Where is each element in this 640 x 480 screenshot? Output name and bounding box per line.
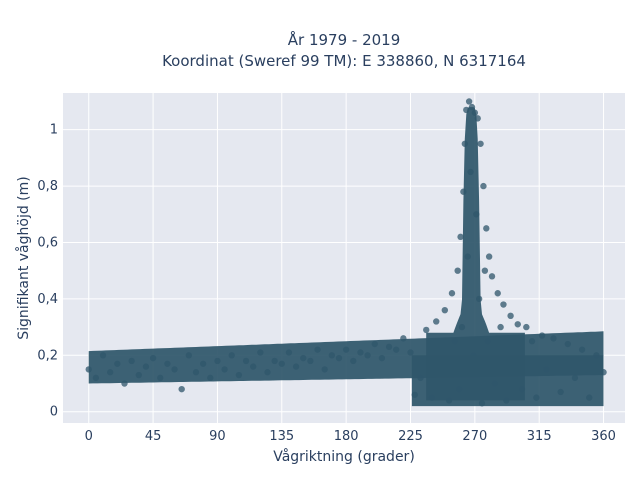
data-point [494,290,501,297]
x-axis-ticks: 0 45 90 135 180 225 270 315 360 [85,429,616,444]
data-point [485,253,493,260]
y-tick-label: 0,8 [37,179,58,194]
data-point [454,267,461,274]
point-cloud [88,107,604,407]
data-point [441,306,449,314]
data-point [500,301,507,308]
data-point [507,312,514,320]
data-point [514,321,521,328]
cloud-peak [426,107,525,401]
data-point [178,385,185,393]
data-point [477,140,484,147]
data-point [488,273,496,280]
x-tick-label: 315 [527,429,552,444]
y-tick-label: 0,6 [37,235,58,250]
y-tick-label: 0,2 [37,348,58,363]
x-axis-title: Vågriktning (grader) [273,448,415,465]
x-tick-label: 45 [145,429,162,444]
y-axis-title: Signifikant våghöjd (m) [15,176,32,339]
x-tick-label: 360 [591,429,616,444]
x-tick-label: 135 [269,429,294,444]
y-tick-label: 0 [50,405,58,420]
y-tick-label: 1 [50,123,58,138]
data-point [423,326,430,334]
y-axis-ticks: 0 0,2 0,4 0,6 0,8 1 [37,123,58,420]
data-point [448,290,456,297]
data-point [465,98,473,105]
x-tick-label: 270 [462,429,487,444]
data-point [523,323,530,331]
data-point [483,225,490,232]
x-tick-label: 180 [334,429,359,444]
data-point [497,323,504,331]
x-tick-label: 90 [209,429,226,444]
data-point [457,233,464,241]
x-tick-label: 0 [85,429,93,444]
x-tick-label: 225 [398,429,423,444]
data-point [480,182,487,190]
data-point [433,318,440,325]
chart-title-line1: År 1979 - 2019 [288,30,401,49]
data-point [481,267,489,274]
chart-title-line2: Koordinat (Sweref 99 TM): E 338860, N 63… [162,52,526,70]
y-tick-label: 0,4 [37,292,58,307]
plot-area [63,93,625,423]
